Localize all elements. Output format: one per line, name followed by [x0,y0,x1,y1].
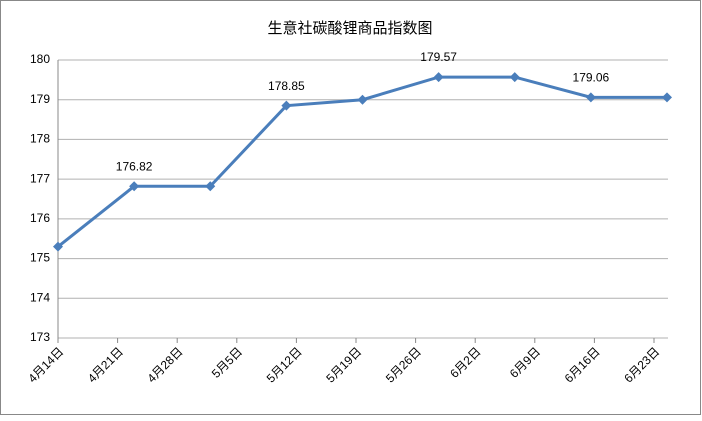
y-tick-label: 176 [30,211,50,225]
data-label: 178.85 [268,79,305,93]
y-tick-label: 177 [30,171,50,185]
y-tick-label: 178 [30,132,50,146]
marker [433,72,444,83]
marker [205,181,216,192]
y-tick-label: 174 [30,290,50,304]
data-label: 176.82 [116,159,153,173]
marker [129,181,140,192]
data-label: 179.06 [573,71,610,85]
marker [281,100,292,111]
marker [357,94,368,105]
y-tick-label: 173 [30,330,50,344]
y-tick-label: 180 [30,52,50,66]
data-label: 179.57 [420,50,457,64]
y-tick-label: 179 [30,92,50,106]
y-tick-label: 175 [30,251,50,265]
marker [509,72,520,83]
marker [53,241,63,252]
chart-title: 生意社碳酸锂商品指数图 [267,19,432,37]
marker [585,92,596,103]
marker [662,92,672,103]
